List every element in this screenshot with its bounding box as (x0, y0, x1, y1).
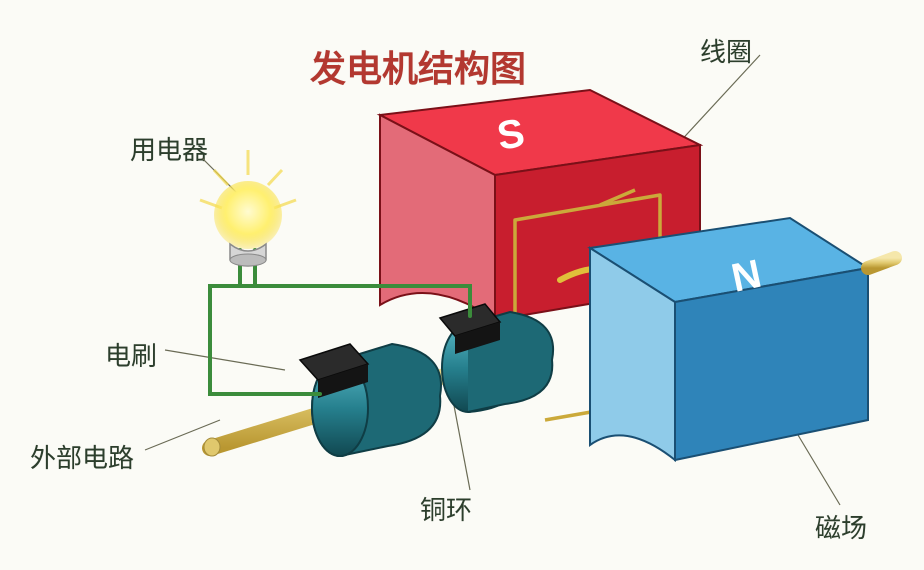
diagram-svg: S N (0, 0, 924, 570)
light-bulb-icon (200, 150, 296, 266)
magnet-north: N (590, 218, 868, 460)
generator-diagram: 发电机结构图 线圈 用电器 电刷 外部电路 铜环 磁场 (0, 0, 924, 570)
